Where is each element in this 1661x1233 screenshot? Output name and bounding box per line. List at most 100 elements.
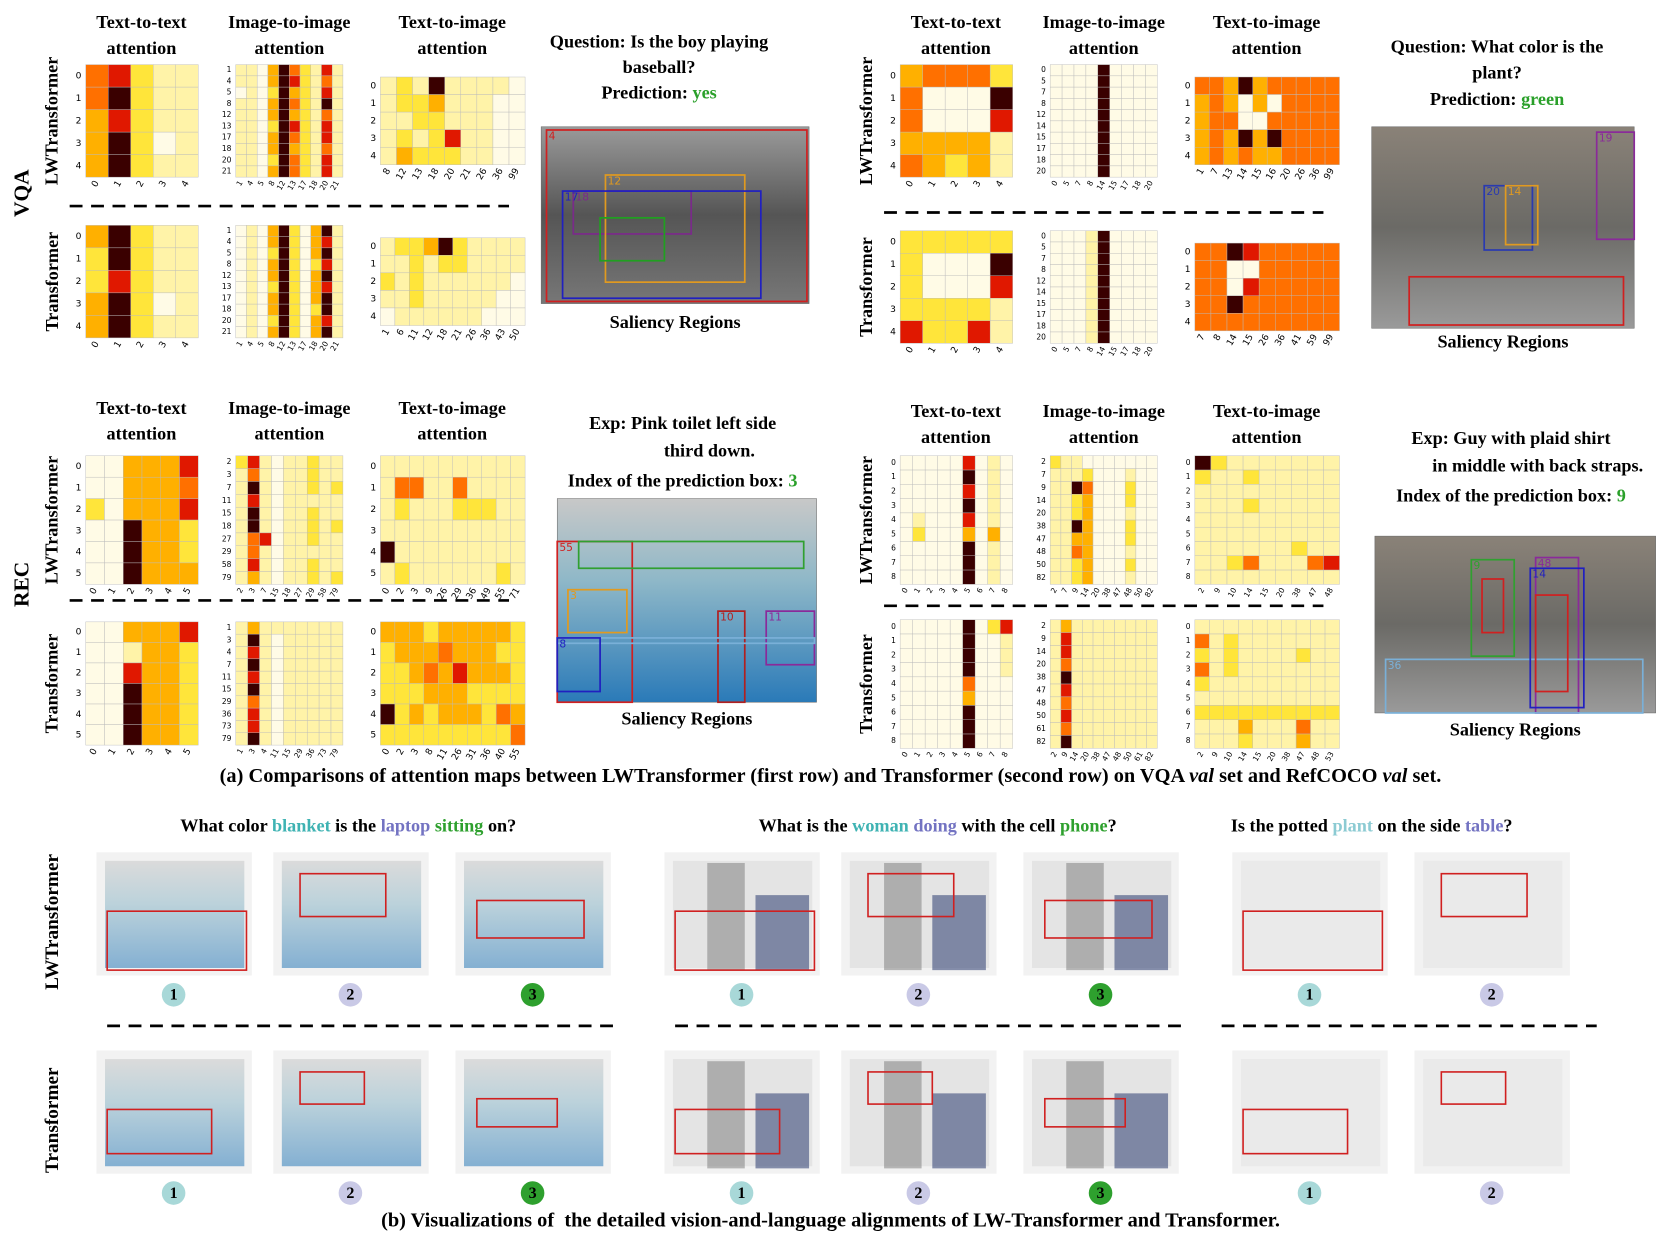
heat-cell bbox=[1109, 331, 1122, 344]
x-tick-label: 47 bbox=[1306, 586, 1319, 599]
heat-cell bbox=[1092, 558, 1104, 572]
y-tick-label: 2 bbox=[76, 669, 82, 679]
heat-cell bbox=[246, 131, 258, 144]
x-tick-label: 9 bbox=[1212, 586, 1222, 595]
heat-cell bbox=[899, 555, 913, 571]
box-index: 17 bbox=[565, 190, 579, 203]
heat-cell bbox=[962, 719, 976, 735]
heat-cell bbox=[452, 519, 468, 542]
heat-cell bbox=[246, 236, 258, 249]
heat-cell bbox=[318, 455, 332, 469]
heat-cell bbox=[423, 237, 439, 256]
x-tick-label: 8 bbox=[424, 747, 436, 757]
heat-cell bbox=[278, 154, 290, 167]
heat-cell bbox=[476, 111, 494, 130]
heat-cell bbox=[247, 558, 260, 572]
heat-cell bbox=[1324, 733, 1340, 749]
heat-cell bbox=[967, 131, 991, 155]
heat-cell bbox=[1194, 676, 1210, 692]
heat-cell bbox=[1258, 484, 1276, 499]
heat-cell bbox=[1324, 648, 1340, 663]
heat-cell bbox=[987, 469, 1001, 485]
heat-cell bbox=[246, 143, 258, 155]
y-tick-label: 0 bbox=[1041, 231, 1046, 240]
y-tick-label: 4 bbox=[1186, 515, 1191, 524]
y-tick-label: 0 bbox=[891, 458, 896, 467]
heat-cell bbox=[1275, 277, 1292, 296]
heat-cell bbox=[130, 315, 154, 339]
heat-cell bbox=[510, 476, 526, 499]
person bbox=[1066, 1061, 1104, 1169]
heat-cell bbox=[1097, 143, 1110, 155]
heat-cell bbox=[899, 541, 913, 556]
person bbox=[707, 862, 745, 971]
heat-cell bbox=[289, 109, 301, 122]
step-badge bbox=[1088, 982, 1113, 1007]
heat-cell bbox=[1145, 298, 1158, 310]
heat-cell bbox=[428, 129, 445, 148]
heat-cell bbox=[1049, 506, 1062, 521]
heat-cell bbox=[924, 469, 938, 485]
heat-cell bbox=[330, 519, 344, 534]
heat-cell bbox=[123, 724, 143, 746]
heat-cell bbox=[235, 545, 248, 559]
heat-cell bbox=[922, 320, 946, 344]
x-tick-label: 9 bbox=[1070, 586, 1080, 595]
heat-cell bbox=[85, 562, 105, 585]
heat-cell bbox=[321, 281, 333, 294]
heat-cell bbox=[974, 512, 988, 528]
x-tick-label: 4 bbox=[180, 340, 192, 350]
x-tick-label: 6 bbox=[975, 586, 985, 595]
heat-cell bbox=[949, 512, 963, 528]
heat-cell bbox=[1109, 109, 1122, 122]
heat-cell bbox=[278, 64, 290, 77]
heat-cell bbox=[1135, 696, 1147, 710]
x-tick-label: 15 bbox=[1258, 586, 1271, 599]
heat-cell bbox=[949, 484, 963, 499]
heat-cell bbox=[1085, 264, 1099, 276]
result-label: Prediction: bbox=[601, 83, 688, 103]
heat-cell bbox=[295, 571, 308, 585]
heat-cell bbox=[1114, 558, 1126, 572]
heat-cell bbox=[1275, 512, 1292, 528]
heat-cell bbox=[1135, 645, 1147, 659]
x-tick-label: 0 bbox=[90, 340, 102, 350]
heat-cell bbox=[104, 703, 124, 725]
heat-cell bbox=[423, 642, 439, 664]
y-tick-label: 3 bbox=[1186, 501, 1191, 510]
y-tick-label: 29 bbox=[222, 547, 232, 556]
heat-cell bbox=[409, 541, 425, 564]
heat-cell bbox=[1082, 481, 1094, 495]
row-label: Transformer bbox=[42, 1067, 63, 1173]
heat-cell bbox=[1124, 558, 1137, 572]
heat-cell bbox=[141, 703, 161, 725]
heat-cell bbox=[1114, 481, 1126, 495]
heat-cell bbox=[999, 469, 1013, 485]
heat-cell bbox=[256, 75, 269, 88]
y-tick-label: 2 bbox=[1041, 457, 1046, 466]
heat-cell bbox=[278, 247, 290, 260]
heat-cell bbox=[1281, 633, 1297, 649]
heat-cell bbox=[1133, 309, 1146, 321]
heat-cell bbox=[179, 455, 199, 478]
heat-cell bbox=[235, 64, 247, 77]
y-tick-label: 3 bbox=[76, 689, 82, 699]
heat-cell bbox=[460, 94, 478, 113]
x-tick-label: 4 bbox=[950, 586, 960, 595]
y-tick-label: 18 bbox=[1036, 321, 1046, 330]
x-tick-label: 1 bbox=[113, 179, 125, 189]
heat-cell bbox=[175, 225, 199, 249]
heat-cell bbox=[299, 236, 311, 249]
heat-cell bbox=[331, 258, 344, 271]
x-tick-label: 38 bbox=[1290, 586, 1303, 599]
heat-cell bbox=[1266, 676, 1282, 692]
heat-cell bbox=[1194, 648, 1210, 663]
y-tick-label: 73 bbox=[222, 722, 232, 731]
heat-cell bbox=[937, 469, 951, 485]
heat-cell bbox=[160, 519, 180, 542]
y-tick-label: 0 bbox=[1186, 458, 1191, 467]
y-tick-label: 79 bbox=[222, 573, 232, 582]
heat-cell bbox=[1097, 253, 1110, 265]
heat-cell bbox=[310, 165, 322, 178]
heat-cell bbox=[962, 569, 976, 585]
